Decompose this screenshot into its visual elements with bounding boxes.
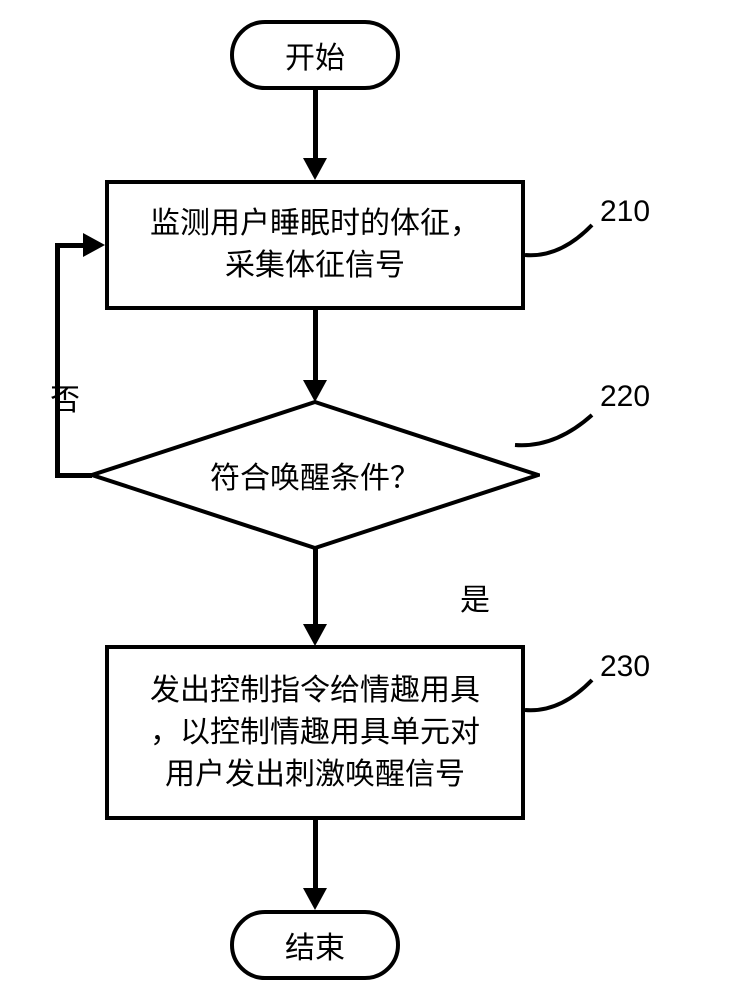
loop-h1 [55,473,92,478]
flowchart-canvas: 开始 监测用户睡眠时的体征， 采集体征信号 210 符合唤醒条件？ 220 [0,0,736,1000]
leader-230 [520,665,600,715]
arrowhead-3 [303,624,327,646]
process-210-label: 监测用户睡眠时的体征， 采集体征信号 [150,203,480,287]
decision-220: 符合唤醒条件？ [90,400,540,550]
edge-label-yes: 是 [460,575,490,619]
leader-210 [520,210,600,260]
ref-220-text: 220 [600,380,650,413]
loop-v [55,243,60,478]
loop-h2 [55,243,85,248]
ref-210-text: 210 [600,195,650,228]
process-230-label: 发出控制指令给情趣用具 ，以控制情趣用具单元对 用户发出刺激唤醒信号 [150,670,480,796]
edge-230-to-end [313,820,318,890]
end-label: 结束 [285,923,345,967]
ref-210: 210 [600,195,650,229]
start-label: 开始 [285,33,345,77]
end-terminal: 结束 [230,910,400,980]
ref-220: 220 [600,380,650,414]
ref-230: 230 [600,650,650,684]
edge-label-no-text: 否 [50,384,80,417]
leader-220 [510,400,600,450]
decision-220-text: 符合唤醒条件？ [210,453,420,497]
arrowhead-1 [303,158,327,180]
edge-220-to-230 [313,548,318,626]
loop-arrowhead [83,233,105,257]
edge-label-yes-text: 是 [460,584,490,617]
arrowhead-4 [303,888,327,910]
arrowhead-2 [303,380,327,402]
edge-label-no: 否 [50,375,80,419]
decision-220-label: 符合唤醒条件？ [90,400,540,550]
process-210: 监测用户睡眠时的体征， 采集体征信号 [105,180,525,310]
process-230: 发出控制指令给情趣用具 ，以控制情趣用具单元对 用户发出刺激唤醒信号 [105,645,525,820]
edge-210-to-220 [313,310,318,382]
ref-230-text: 230 [600,650,650,683]
start-terminal: 开始 [230,20,400,90]
edge-start-to-210 [313,90,318,160]
